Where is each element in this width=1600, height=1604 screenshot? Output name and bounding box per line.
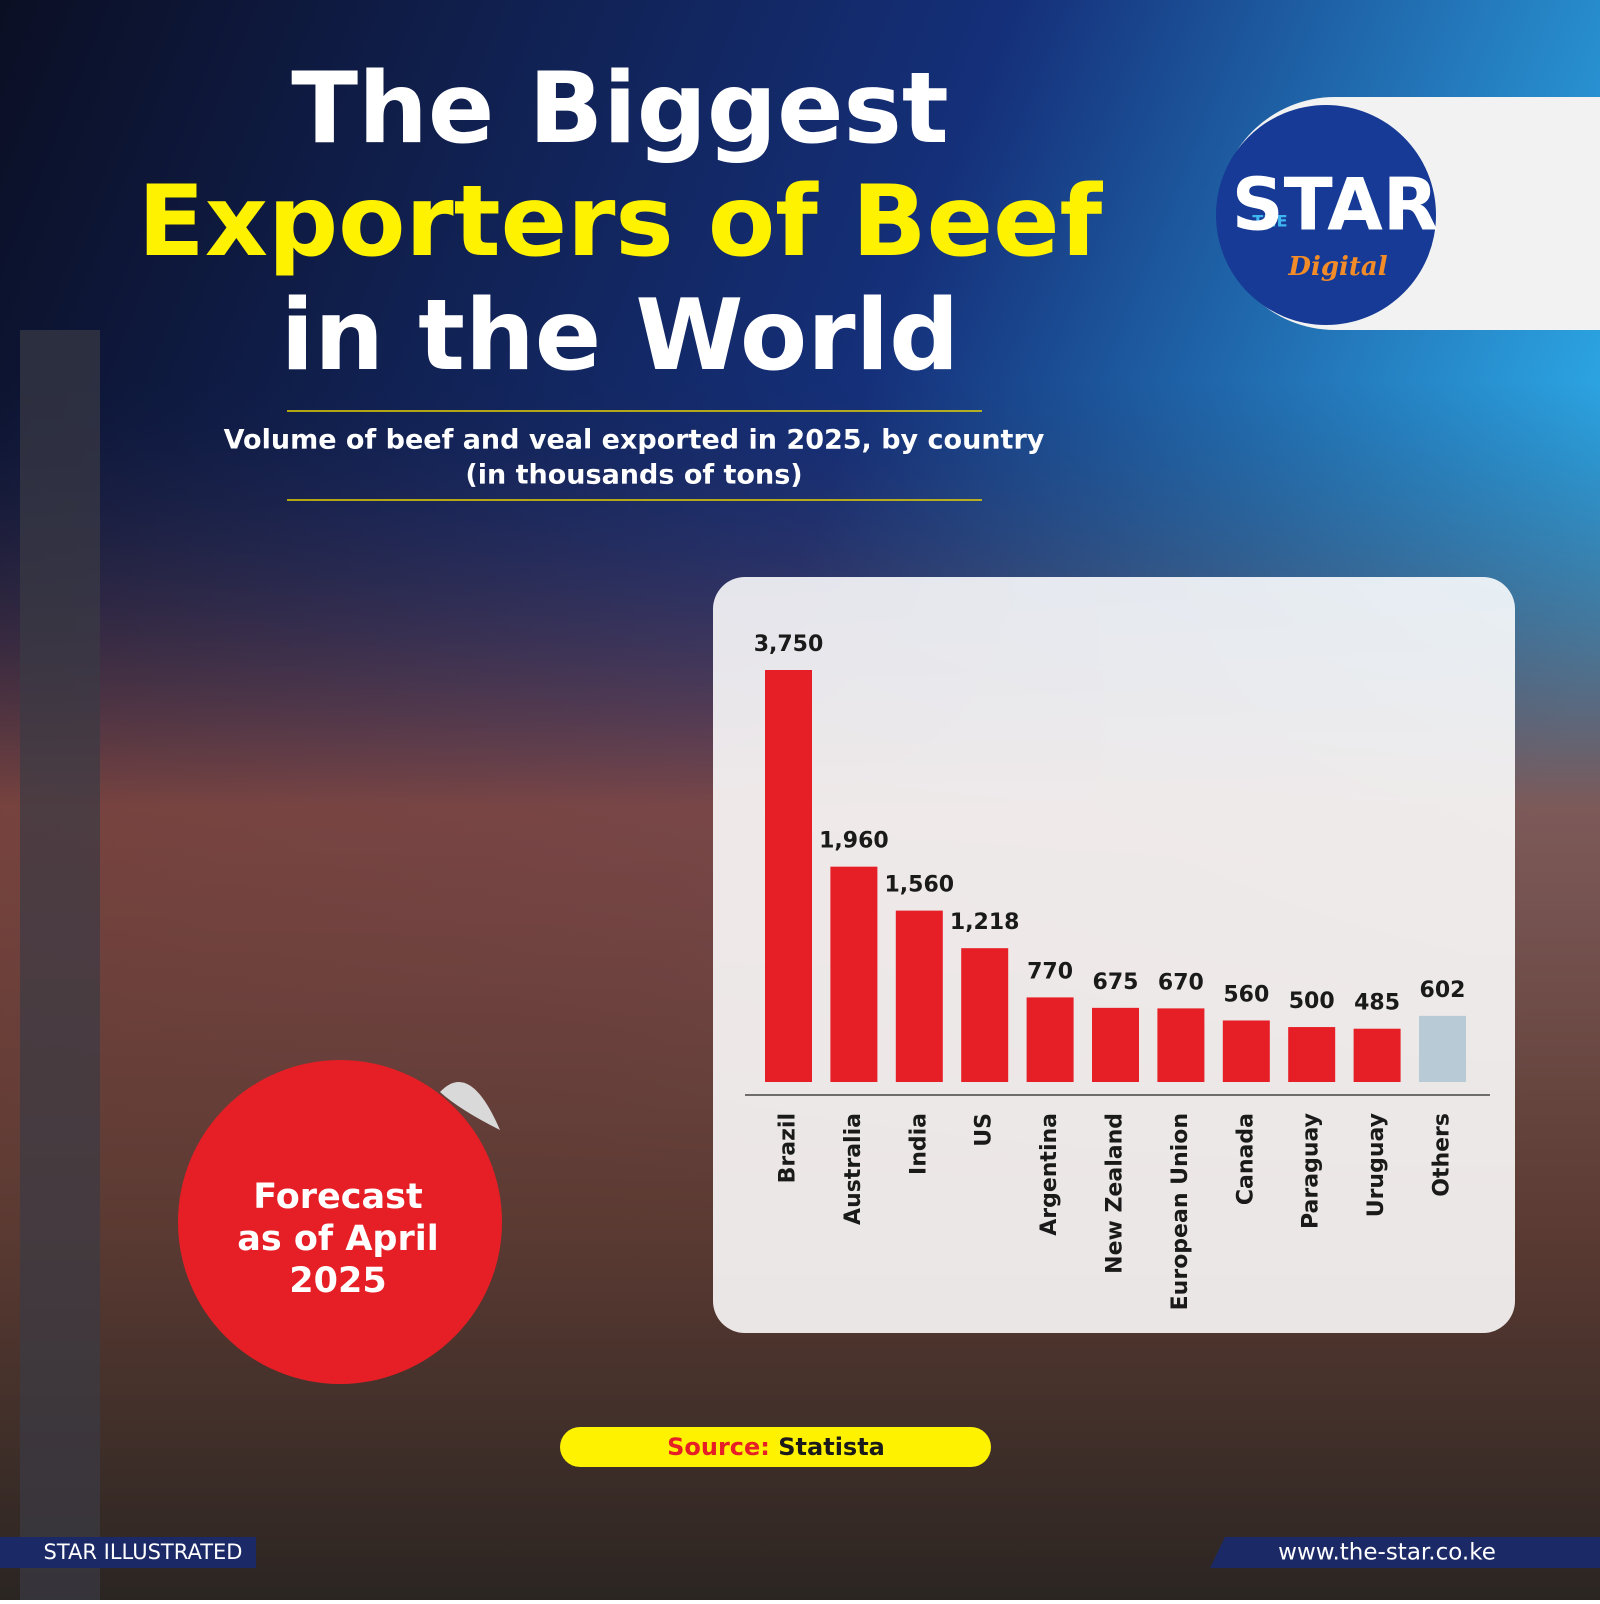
value-label: 770 [1027, 959, 1073, 984]
bar [1288, 1027, 1335, 1082]
footer-left: STAR ILLUSTRATED [44, 1540, 243, 1564]
source-label: Source: [667, 1433, 770, 1461]
subtitle: (in thousands of tons) [465, 460, 802, 491]
title-line: The Biggest [291, 52, 948, 166]
value-label: 485 [1354, 991, 1400, 1016]
value-label: 1,218 [950, 910, 1020, 935]
value-label: 675 [1093, 970, 1139, 995]
bar [1354, 1029, 1401, 1082]
value-label: 670 [1158, 970, 1204, 995]
bar [765, 670, 812, 1082]
footer-right: www.the-star.co.ke [1278, 1540, 1496, 1566]
badge-text: 2025 [289, 1261, 386, 1301]
x-tick-label: Argentina [1037, 1113, 1062, 1236]
value-label: 560 [1223, 982, 1269, 1007]
bar [1223, 1020, 1270, 1082]
logo-star: STAR [1232, 163, 1439, 247]
x-tick-label: Canada [1233, 1113, 1258, 1205]
bar [1419, 1016, 1466, 1082]
badge-text: as of April [237, 1219, 439, 1259]
x-tick-label: India [906, 1113, 931, 1175]
bar [830, 867, 877, 1082]
title-line: Exporters of Beef [138, 165, 1104, 279]
logo-digital: Digital [1287, 252, 1387, 282]
pillar [20, 330, 100, 1600]
x-tick-label: Others [1430, 1113, 1455, 1197]
bar [1027, 997, 1074, 1082]
title-line: in the World [281, 279, 960, 393]
subtitle: Volume of beef and veal exported in 2025… [224, 425, 1045, 456]
x-tick-label: Uruguay [1364, 1113, 1389, 1217]
value-label: 1,560 [885, 873, 955, 898]
x-tick-label: Brazil [776, 1113, 801, 1183]
badge-text: Forecast [253, 1177, 422, 1217]
bar [1157, 1008, 1204, 1082]
x-tick-label: Australia [841, 1113, 866, 1225]
bar [961, 948, 1008, 1082]
bar [896, 911, 943, 1082]
source: Source: Statista [667, 1433, 885, 1461]
value-label: 3,750 [754, 632, 824, 657]
x-tick-label: US [972, 1113, 997, 1147]
value-label: 1,960 [819, 829, 889, 854]
x-tick-label: New Zealand [1103, 1113, 1128, 1274]
value-label: 500 [1289, 989, 1335, 1014]
value-label: 602 [1420, 978, 1466, 1003]
x-tick-label: European Union [1168, 1113, 1193, 1310]
x-tick-label: Paraguay [1299, 1113, 1324, 1229]
source-value: Statista [778, 1433, 885, 1461]
bar [1092, 1008, 1139, 1082]
